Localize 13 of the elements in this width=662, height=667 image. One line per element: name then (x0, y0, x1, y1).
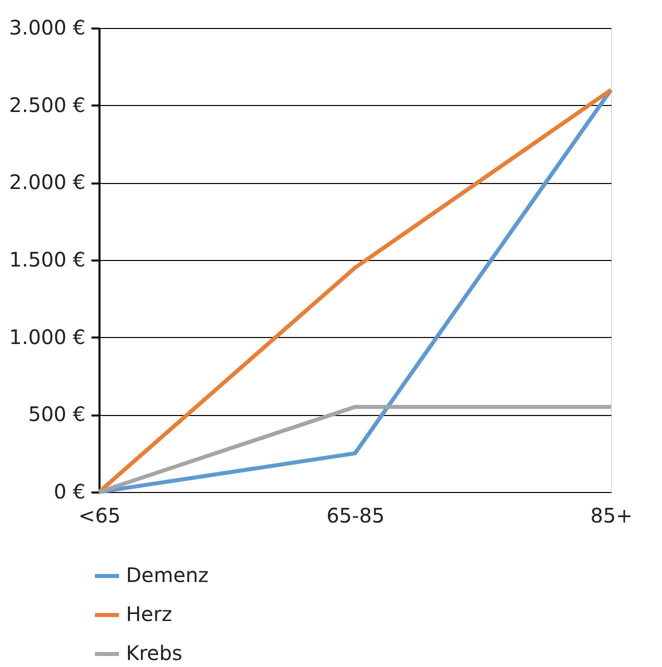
legend-label: Herz (126, 602, 172, 626)
x-tick-label: 65-85 (326, 504, 385, 528)
legend-label: Krebs (126, 641, 182, 665)
y-tick-label: 1.500 € (9, 248, 86, 272)
x-tick-label: 85+ (590, 504, 633, 528)
y-tick-label: 2.500 € (9, 92, 86, 117)
x-tick-label: <65 (78, 504, 121, 528)
y-tick-label: 3.000 € (9, 16, 86, 40)
y-tick-label: 2.000 € (9, 170, 86, 194)
y-tick-label: 500 € (28, 402, 86, 426)
y-tick-label: 1.000 € (9, 324, 86, 349)
legend-label: Demenz (126, 563, 209, 587)
y-tick-label: 0 € (54, 480, 86, 504)
